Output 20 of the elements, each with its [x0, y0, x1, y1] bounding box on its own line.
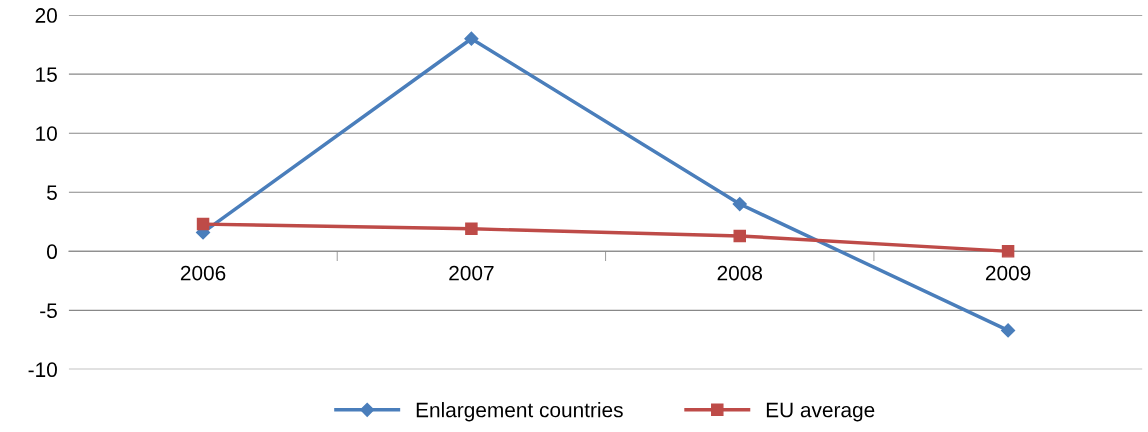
y-tick-label: 0	[47, 244, 57, 260]
x-tick-label: 2006	[180, 265, 226, 281]
y-tick-label: 10	[36, 126, 57, 141]
y-tick-label: 20	[35, 8, 57, 23]
point	[1001, 245, 1015, 258]
point	[1001, 323, 1016, 338]
point	[464, 31, 479, 46]
x-tick-label: 2009	[985, 265, 1031, 281]
point	[196, 217, 210, 231]
point	[465, 222, 478, 236]
point	[732, 196, 747, 212]
x-tick-label: 2007	[449, 265, 494, 281]
legend-label: Enlargement countries	[416, 402, 623, 422]
y-tick-label: 5	[47, 185, 57, 200]
legend-label: EU average	[766, 402, 875, 422]
point	[733, 229, 746, 243]
y-tick-label: 15	[36, 67, 57, 82]
y-tick-label: -10	[28, 362, 57, 378]
y-tick-label: -5	[40, 303, 57, 319]
x-tick-label: 2008	[717, 265, 763, 281]
